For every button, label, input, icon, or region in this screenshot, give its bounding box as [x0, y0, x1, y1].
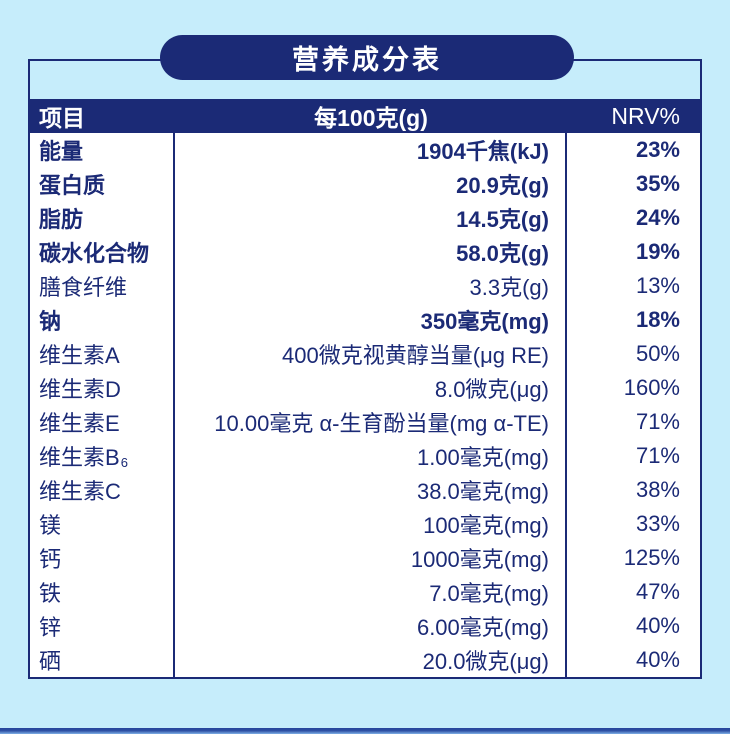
- table-row: 膳食纤维 3.3克(g) 13%: [30, 269, 700, 303]
- nutrient-amount: 20.9克(g): [175, 167, 567, 201]
- table-row: 蛋白质 20.9克(g) 35%: [30, 167, 700, 201]
- nutrient-name: 钙: [30, 541, 175, 575]
- nutrient-name: 维生素C: [30, 473, 175, 507]
- nutrient-nrv-percent: 125%: [623, 545, 680, 570]
- nutrient-name: 脂肪: [30, 201, 175, 235]
- table-row: 维生素C 38.0毫克(mg) 38%: [30, 473, 700, 507]
- nutrient-nrv-percent: 33%: [635, 511, 680, 536]
- header-item-column: 项目: [39, 105, 85, 131]
- nutrient-name: 维生素B 6: [30, 439, 175, 473]
- header-nrv-column: NRV%: [611, 102, 680, 129]
- nutrient-amount: 14.5克(g): [175, 201, 567, 235]
- nutrient-nrv-percent: 24%: [635, 205, 680, 230]
- nutrient-nrv-percent: 160%: [623, 375, 680, 400]
- nutrient-amount: 7.0毫克(mg): [175, 575, 567, 609]
- nutrient-nrv-percent: 35%: [635, 171, 680, 196]
- nutrient-nrv-percent: 47%: [635, 579, 680, 604]
- nutrient-name: 镁: [30, 507, 175, 541]
- nutrient-amount: 10.00毫克 α-生育酚当量(mg α-TE): [175, 405, 567, 439]
- table-row: 铁 7.0毫克(mg) 47%: [30, 575, 700, 609]
- nutrient-name: 维生素D: [30, 371, 175, 405]
- nutrient-nrv-percent: 13%: [635, 273, 680, 298]
- nutrient-name: 碳水化合物: [30, 235, 175, 269]
- table-row: 钠 350毫克(mg) 18%: [30, 303, 700, 337]
- nutrient-nrv-percent: 23%: [635, 137, 680, 162]
- nutrient-amount: 38.0毫克(mg): [175, 473, 567, 507]
- nutrient-amount: 1000毫克(mg): [175, 541, 567, 575]
- table-row: 硒 20.0微克(μg) 40%: [30, 643, 700, 677]
- nutrient-amount: 3.3克(g): [175, 269, 567, 303]
- nutrient-amount: 58.0克(g): [175, 235, 567, 269]
- nutrient-amount: 1904千焦(kJ): [175, 133, 567, 167]
- table-row: 脂肪 14.5克(g) 24%: [30, 201, 700, 235]
- nutrient-nrv-percent: 38%: [635, 477, 680, 502]
- header-per100g-column: 每100克(g): [314, 105, 428, 131]
- nutrient-name: 维生素E: [30, 405, 175, 439]
- nutrient-name: 膳食纤维: [30, 269, 175, 303]
- nutrient-nrv-percent: 19%: [635, 239, 680, 264]
- table-row: 钙 1000毫克(mg) 125%: [30, 541, 700, 575]
- bottom-divider-rule: [0, 728, 730, 734]
- nutrient-nrv-percent: 71%: [635, 409, 680, 434]
- table-row: 维生素D 8.0微克(μg) 160%: [30, 371, 700, 405]
- nutrient-amount: 100毫克(mg): [175, 507, 567, 541]
- nutrient-name: 蛋白质: [30, 167, 175, 201]
- nutrient-amount: 400微克视黄醇当量(μg RE): [175, 337, 567, 371]
- table-row: 锌 6.00毫克(mg) 40%: [30, 609, 700, 643]
- table-header-row: 项目 每100克(g) NRV%: [30, 99, 700, 133]
- table-row: 维生素E 10.00毫克 α-生育酚当量(mg α-TE) 71%: [30, 405, 700, 439]
- nutrient-name: 铁: [30, 575, 175, 609]
- table-row: 维生素B 6 1.00毫克(mg) 71%: [30, 439, 700, 473]
- nutrient-amount: 8.0微克(μg): [175, 371, 567, 405]
- nutrient-name: 能量: [30, 133, 175, 167]
- nutrient-name: 钠: [30, 303, 175, 337]
- nutrient-nrv-percent: 40%: [635, 647, 680, 672]
- nutrient-name: 锌: [30, 609, 175, 643]
- nutrition-table-title: 营养成分表: [160, 35, 574, 80]
- table-row: 碳水化合物 58.0克(g) 19%: [30, 235, 700, 269]
- nutrient-name: 维生素A: [30, 337, 175, 371]
- nutrient-name: 硒: [30, 643, 175, 677]
- title-text: 营养成分表: [292, 45, 442, 75]
- table-row: 维生素A 400微克视黄醇当量(μg RE) 50%: [30, 337, 700, 371]
- table-row: 能量 1904千焦(kJ) 23%: [30, 133, 700, 167]
- nutrient-nrv-percent: 50%: [635, 341, 680, 366]
- nutrient-amount: 1.00毫克(mg): [175, 439, 567, 473]
- nutrient-nrv-percent: 18%: [635, 307, 680, 332]
- nutrient-nrv-percent: 40%: [635, 613, 680, 638]
- nutrient-name-subscript: 6: [120, 454, 128, 470]
- nutrient-nrv-percent: 71%: [635, 443, 680, 468]
- nutrient-amount: 20.0微克(μg): [175, 643, 567, 677]
- nutrition-facts-table: 项目 每100克(g) NRV% 能量 1904千焦(kJ) 23% 蛋白质 20.9克…: [28, 59, 702, 679]
- table-body: 能量 1904千焦(kJ) 23% 蛋白质 20.9克(g) 35% 脂肪 14.5克(g) 2…: [30, 133, 700, 677]
- table-row: 镁 100毫克(mg) 33%: [30, 507, 700, 541]
- nutrient-amount: 6.00毫克(mg): [175, 609, 567, 643]
- nutrient-amount: 350毫克(mg): [175, 303, 567, 337]
